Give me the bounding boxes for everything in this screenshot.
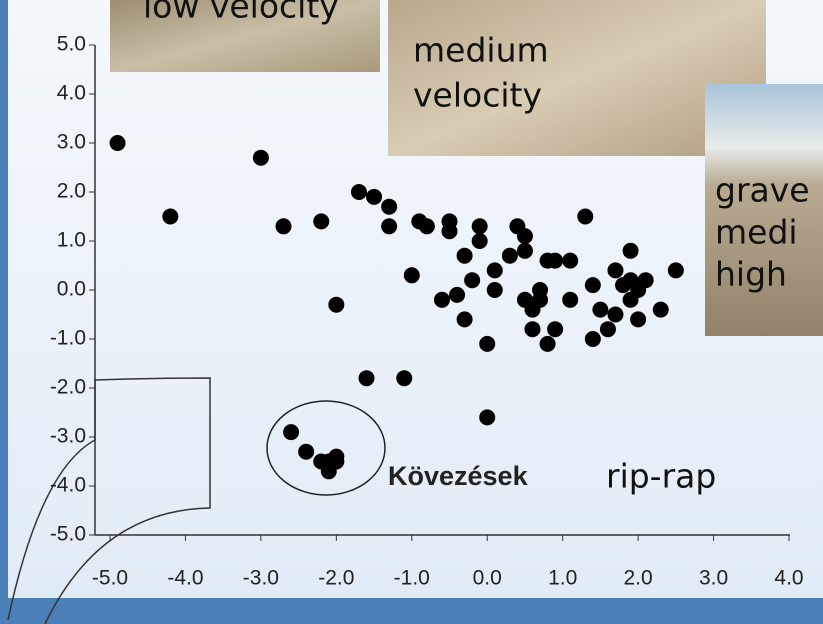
point bbox=[486, 282, 503, 298]
highlight-ellipse bbox=[266, 400, 386, 496]
point bbox=[313, 213, 330, 230]
annotation: medium bbox=[413, 31, 549, 70]
y-tick-label: -4.0 bbox=[50, 474, 86, 497]
x-tick-label: -2.0 bbox=[318, 567, 354, 590]
x-tick-label: 0.0 bbox=[473, 567, 502, 590]
x-tick-label: -3.0 bbox=[243, 567, 279, 590]
y-tick-label: 4.0 bbox=[57, 82, 86, 105]
y-tick-label: 2.0 bbox=[57, 180, 86, 203]
point bbox=[501, 247, 518, 264]
point bbox=[381, 198, 398, 215]
annotation: Kövezések bbox=[388, 461, 529, 491]
point bbox=[358, 370, 375, 387]
point bbox=[350, 184, 367, 200]
point bbox=[524, 321, 541, 338]
x-tick-label: 1.0 bbox=[548, 567, 577, 590]
point bbox=[539, 335, 556, 352]
x-tick-label: -1.0 bbox=[394, 567, 430, 590]
point bbox=[433, 291, 450, 308]
point bbox=[471, 218, 488, 235]
point bbox=[592, 301, 609, 318]
point bbox=[599, 321, 616, 338]
photo bbox=[705, 84, 823, 336]
point bbox=[584, 277, 601, 294]
point bbox=[562, 291, 579, 308]
point bbox=[449, 286, 466, 303]
annotation: grave bbox=[715, 171, 810, 210]
point bbox=[577, 208, 594, 225]
y-tick-label: -3.0 bbox=[50, 425, 86, 448]
y-tick-label: 0.0 bbox=[57, 278, 86, 301]
annotation: high bbox=[715, 255, 787, 294]
annotation: velocity bbox=[413, 76, 542, 115]
point bbox=[667, 262, 684, 279]
point bbox=[622, 242, 639, 259]
point bbox=[456, 311, 473, 328]
point bbox=[441, 223, 458, 240]
point bbox=[252, 149, 269, 166]
point bbox=[298, 443, 315, 460]
annotation: low velocity bbox=[143, 0, 339, 26]
point bbox=[630, 311, 647, 328]
point bbox=[366, 188, 383, 205]
y-tick-label: 3.0 bbox=[57, 131, 86, 154]
point bbox=[532, 291, 549, 308]
point bbox=[162, 208, 179, 225]
y-tick-label: -5.0 bbox=[50, 523, 86, 546]
point bbox=[381, 218, 398, 235]
x-tick-label: 4.0 bbox=[774, 567, 803, 590]
point bbox=[471, 233, 488, 249]
point bbox=[607, 306, 624, 323]
point bbox=[403, 267, 420, 284]
point bbox=[418, 218, 435, 235]
point bbox=[652, 301, 669, 318]
point bbox=[479, 335, 496, 352]
point bbox=[275, 218, 292, 235]
point bbox=[584, 331, 601, 347]
point bbox=[516, 242, 533, 259]
y-tick-label: 5.0 bbox=[57, 33, 86, 56]
x-tick-label: 2.0 bbox=[624, 567, 653, 590]
point bbox=[607, 262, 624, 279]
point bbox=[562, 252, 579, 269]
point bbox=[547, 321, 564, 338]
y-tick-label: -2.0 bbox=[50, 376, 86, 399]
point bbox=[396, 370, 413, 387]
point bbox=[516, 228, 533, 245]
point bbox=[479, 409, 496, 426]
point bbox=[320, 453, 337, 470]
point bbox=[637, 272, 654, 289]
photo bbox=[110, 0, 380, 72]
point bbox=[464, 272, 481, 289]
point bbox=[328, 296, 345, 313]
point bbox=[547, 252, 564, 269]
point bbox=[283, 424, 300, 441]
y-tick-label: -1.0 bbox=[50, 327, 86, 350]
annotation: medi bbox=[715, 213, 798, 252]
point bbox=[486, 262, 503, 279]
point bbox=[109, 135, 126, 151]
x-tick-label: 3.0 bbox=[699, 567, 728, 590]
annotation: rip-rap bbox=[606, 457, 716, 496]
y-tick-label: 1.0 bbox=[57, 229, 86, 252]
x-tick-label: -4.0 bbox=[167, 567, 203, 590]
point bbox=[456, 247, 473, 264]
photo bbox=[388, 0, 766, 156]
x-tick-label: -5.0 bbox=[92, 567, 128, 590]
